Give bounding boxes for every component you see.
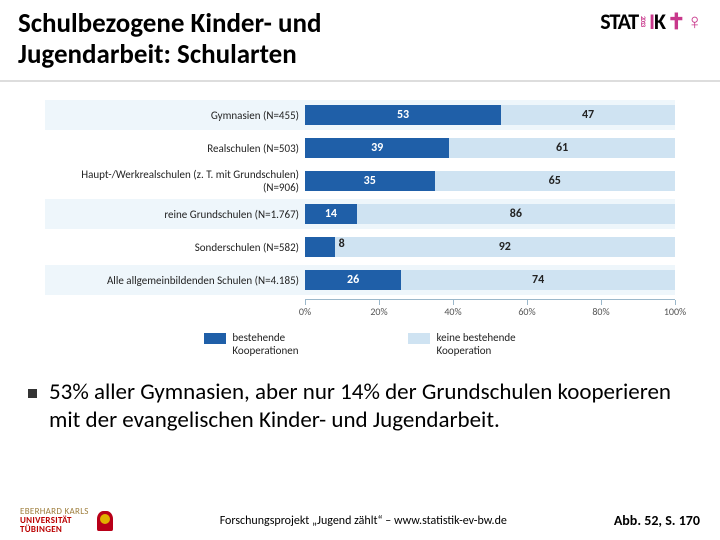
row-label: reine Grundschulen (N=1.767) [45, 208, 305, 221]
legend-item-blue: bestehendeKooperationen [204, 331, 298, 357]
bar-segment-blue: 39 [305, 138, 449, 158]
swatch-light [408, 333, 430, 344]
bar-cell: 3961 [305, 138, 675, 158]
header-underline [0, 80, 720, 82]
legend-item-light: keine bestehendeKooperation [408, 331, 515, 357]
bar-segment-blue: 26 [305, 270, 401, 290]
tick-label: 100% [664, 305, 686, 318]
tick-label: 40% [444, 305, 461, 318]
x-ticks: 0%20%40%60%80%100% [305, 299, 675, 317]
chart-row: reine Grundschulen (N=1.767)1486 [45, 199, 675, 229]
university-logo: EBERHARD KARLS UNIVERSITÄT TÜBINGEN [20, 507, 89, 534]
tick-label: 0% [299, 305, 311, 318]
chart-plot: Gymnasien (N=455)5347Realschulen (N=503)… [45, 100, 675, 295]
footer-figure-ref: Abb. 52, S. 170 [614, 512, 700, 529]
chart-legend: bestehendeKooperationen keine bestehende… [45, 331, 675, 357]
cross-icon: ✝ [667, 8, 684, 35]
bar-segment-blue: 14 [305, 204, 357, 224]
bullet-block: 53% aller Gymnasien, aber nur 14% der Gr… [0, 365, 720, 434]
chart-row: Gymnasien (N=455)5347 [45, 100, 675, 130]
slide-title: Schulbezogene Kinder- und Jugendarbeit: … [18, 8, 321, 70]
tick-label: 20% [370, 305, 387, 318]
tick-label: 80% [592, 305, 609, 318]
row-label: Haupt-/Werkrealschulen (z. T. mit Grunds… [45, 168, 305, 194]
bullet-text: 53% aller Gymnasien, aber nur 14% der Gr… [49, 379, 692, 434]
statistik-logo: STAT 2013 IK ✝ ♀ [600, 8, 702, 35]
bar-segment-light: 61 [449, 138, 675, 158]
title-line-1: Schulbezogene Kinder- und [18, 7, 321, 40]
bar-value-outside: 8 [339, 237, 345, 251]
row-label: Alle allgemeinbildenden Schulen (N=4.185… [45, 274, 305, 287]
swatch-blue [204, 333, 226, 344]
bar-cell: 5347 [305, 105, 675, 125]
bar-segment-blue: 53 [305, 105, 501, 125]
legend-label-light: keine bestehendeKooperation [436, 331, 515, 357]
chart-row: Sonderschulen (N=582)928 [45, 232, 675, 262]
logo-year: 2013 [639, 16, 648, 26]
footer-citation: Forschungsprojekt „Jugend zählt“ – www.s… [220, 514, 507, 528]
bar-segment-light: 74 [401, 270, 675, 290]
title-line-2: Jugendarbeit: Schularten [18, 38, 297, 71]
bar-segment-blue: 35 [305, 171, 435, 191]
bar-segment-light: 92 [335, 237, 675, 257]
bar-cell: 2674 [305, 270, 675, 290]
bar-segment-light: 47 [501, 105, 675, 125]
logo-part1: STAT [600, 8, 638, 35]
slide-header: Schulbezogene Kinder- und Jugendarbeit: … [0, 0, 720, 80]
slide-footer: EBERHARD KARLS UNIVERSITÄT TÜBINGEN Fors… [0, 507, 720, 534]
chart-row: Haupt-/Werkrealschulen (z. T. mit Grunds… [45, 166, 675, 196]
tick-label: 60% [518, 305, 535, 318]
chart-row: Realschulen (N=503)3961 [45, 133, 675, 163]
bullet-icon [28, 389, 37, 398]
bar-cell: 928 [305, 237, 675, 257]
row-label: Sonderschulen (N=582) [45, 241, 305, 254]
row-label: Gymnasien (N=455) [45, 109, 305, 122]
chart-row: Alle allgemeinbildenden Schulen (N=4.185… [45, 265, 675, 295]
uni-line-3: TÜBINGEN [20, 525, 89, 534]
chart-container: Gymnasien (N=455)5347Realschulen (N=503)… [0, 88, 720, 365]
x-axis: 0%20%40%60%80%100% [45, 299, 675, 317]
bar-segment-light: 86 [357, 204, 675, 224]
venus-icon: ♀ [687, 8, 703, 35]
logo-k: K [654, 8, 665, 35]
bar-cell: 1486 [305, 204, 675, 224]
coat-of-arms-icon [97, 511, 113, 531]
bar-segment-light: 65 [435, 171, 676, 191]
footer-left: EBERHARD KARLS UNIVERSITÄT TÜBINGEN [20, 507, 113, 534]
bar-segment-blue [305, 237, 335, 257]
row-label: Realschulen (N=503) [45, 142, 305, 155]
legend-label-blue: bestehendeKooperationen [232, 331, 298, 357]
bar-cell: 3565 [305, 171, 675, 191]
